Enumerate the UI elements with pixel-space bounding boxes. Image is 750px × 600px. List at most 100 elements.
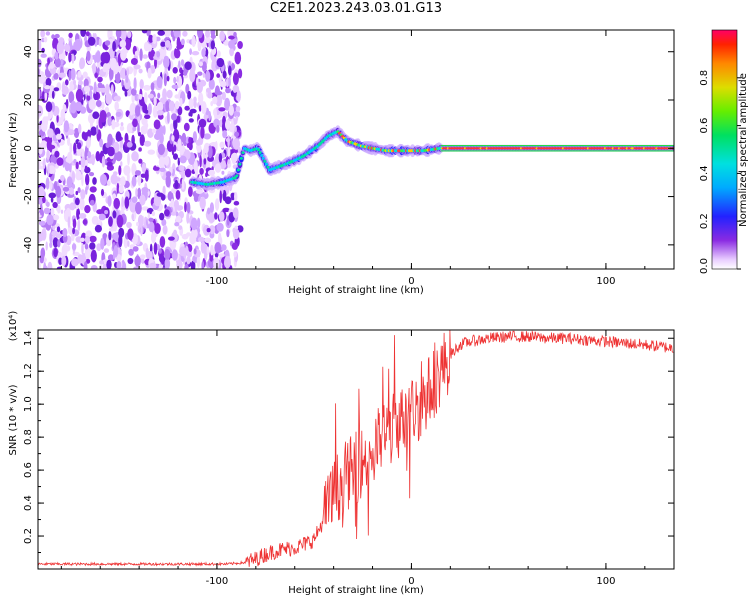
noise-blob (121, 79, 124, 88)
noise-blob (52, 237, 59, 248)
noise-blob (207, 169, 216, 176)
noise-blob (56, 266, 62, 269)
ridge-core (235, 174, 239, 178)
y-tick-label: 1.4 (23, 330, 34, 346)
noise-blob (115, 71, 121, 84)
noise-blob (130, 58, 138, 65)
noise-blob (110, 173, 118, 185)
noise-blob (178, 60, 181, 69)
noise-blob (195, 189, 204, 194)
noise-blob (157, 143, 165, 156)
y-tick-label: 1.0 (23, 396, 34, 412)
noise-blob (49, 241, 53, 248)
noise-blob (213, 257, 220, 269)
noise-blob (62, 104, 67, 111)
noise-blob (162, 125, 166, 136)
noise-blob (164, 209, 170, 217)
noise-blob (45, 177, 50, 190)
noise-blob (53, 247, 58, 258)
noise-blob (89, 186, 97, 193)
noise-blob (60, 117, 64, 125)
noise-blob (111, 232, 119, 241)
noise-blob (127, 31, 132, 39)
noise-blob (77, 70, 82, 78)
noise-blob (193, 96, 197, 103)
noise-blob (166, 75, 170, 82)
noise-blob (120, 161, 123, 167)
noise-blob (160, 41, 166, 47)
noise-blob (48, 192, 57, 199)
noise-blob (205, 172, 208, 178)
noise-blob (202, 243, 208, 252)
noise-blob (124, 168, 129, 174)
noise-blob (137, 114, 141, 126)
noise-blob (153, 242, 158, 255)
noise-blob (68, 52, 72, 63)
noise-blob (69, 142, 73, 154)
noise-blob (127, 240, 130, 247)
noise-blob (234, 191, 238, 202)
noise-blob (126, 68, 130, 76)
colorbar-tick-label: 0.0 (699, 258, 710, 274)
noise-blob (69, 187, 74, 195)
noise-blob (157, 92, 161, 99)
noise-blob (116, 214, 124, 228)
noise-blob (118, 165, 122, 176)
noise-blob (209, 202, 214, 214)
noise-blob (85, 31, 90, 37)
noise-blob (43, 207, 51, 215)
noise-blob (95, 151, 101, 162)
noise-blob (154, 223, 161, 234)
noise-blob (163, 30, 172, 38)
noise-blob (51, 90, 55, 100)
noise-blob (164, 249, 171, 260)
noise-blob (214, 242, 222, 254)
noise-blob (84, 165, 88, 171)
noise-blob (162, 224, 168, 235)
noise-blob (112, 193, 117, 200)
noise-blob (79, 197, 85, 211)
noise-blob (127, 257, 134, 265)
noise-blob (176, 205, 184, 211)
noise-blob (56, 114, 59, 123)
noise-blob (216, 50, 221, 58)
noise-blob (62, 154, 65, 168)
spectrogram-x-axis-label: Height of straight line (km) (288, 285, 424, 296)
noise-blob (79, 237, 85, 242)
noise-blob (156, 192, 164, 197)
noise-blob (121, 259, 125, 269)
colorbar-tick-label: 0.8 (699, 70, 710, 86)
noise-blob (199, 167, 204, 175)
noise-blob (57, 204, 61, 214)
noise-blob (119, 40, 127, 48)
noise-blob (75, 170, 82, 181)
noise-blob (171, 84, 179, 90)
noise-blob (196, 255, 201, 268)
noise-blob (125, 38, 132, 51)
y-tick-label: 0.2 (23, 528, 34, 544)
noise-blob (96, 124, 99, 135)
noise-blob (238, 68, 243, 79)
noise-blob (113, 197, 120, 210)
noise-blob (99, 87, 107, 93)
noise-blob (67, 137, 71, 146)
noise-blob (106, 161, 113, 167)
noise-blob (214, 198, 220, 211)
noise-blob (131, 213, 134, 220)
y-tick-label: 40 (23, 45, 34, 58)
noise-blob (148, 217, 154, 222)
noise-blob (60, 174, 65, 182)
noise-blob (153, 119, 161, 130)
snr-y-multiplier: (x10⁴) (8, 311, 19, 342)
noise-blob (191, 51, 200, 56)
noise-blob (230, 192, 235, 201)
noise-blob (51, 230, 58, 237)
noise-blob (227, 159, 230, 165)
noise-blob (165, 171, 172, 178)
noise-blob (61, 244, 68, 257)
colorbar-tick-label: 0.4 (699, 165, 710, 181)
noise-blob (54, 33, 60, 39)
noise-blob (104, 210, 109, 215)
noise-blob (149, 262, 157, 269)
noise-blob (179, 155, 187, 164)
